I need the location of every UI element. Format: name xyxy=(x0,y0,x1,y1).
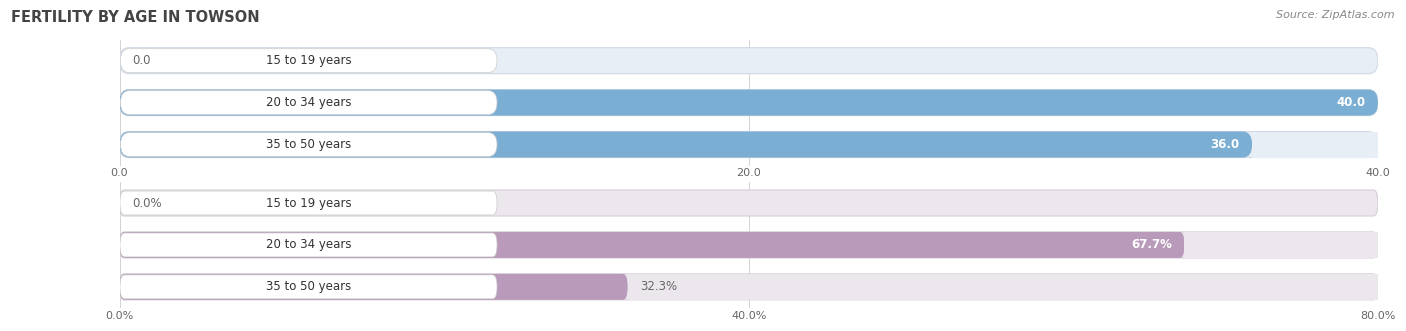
FancyBboxPatch shape xyxy=(120,233,498,257)
Text: 67.7%: 67.7% xyxy=(1130,238,1171,252)
Text: Source: ZipAtlas.com: Source: ZipAtlas.com xyxy=(1277,10,1395,20)
FancyBboxPatch shape xyxy=(121,49,498,72)
Text: 40.0: 40.0 xyxy=(1336,96,1365,109)
FancyBboxPatch shape xyxy=(120,190,1378,216)
Text: 20 to 34 years: 20 to 34 years xyxy=(266,238,352,252)
Text: 20 to 34 years: 20 to 34 years xyxy=(266,96,352,109)
FancyBboxPatch shape xyxy=(120,232,1378,258)
FancyBboxPatch shape xyxy=(120,90,1378,116)
FancyBboxPatch shape xyxy=(120,48,1378,74)
Text: 15 to 19 years: 15 to 19 years xyxy=(266,54,352,67)
FancyBboxPatch shape xyxy=(120,131,1378,158)
Text: 0.0%: 0.0% xyxy=(132,197,162,210)
Text: 35 to 50 years: 35 to 50 years xyxy=(266,280,352,293)
Text: 36.0: 36.0 xyxy=(1211,138,1240,151)
FancyBboxPatch shape xyxy=(120,191,498,215)
FancyBboxPatch shape xyxy=(121,133,498,157)
Bar xyxy=(1251,131,1378,158)
Text: 15 to 19 years: 15 to 19 years xyxy=(266,197,352,210)
FancyBboxPatch shape xyxy=(120,275,498,299)
Text: 35 to 50 years: 35 to 50 years xyxy=(266,138,352,151)
FancyBboxPatch shape xyxy=(120,131,1251,158)
FancyBboxPatch shape xyxy=(120,274,627,300)
FancyBboxPatch shape xyxy=(120,274,1378,300)
FancyBboxPatch shape xyxy=(121,91,498,115)
FancyBboxPatch shape xyxy=(120,232,1184,258)
Text: FERTILITY BY AGE IN TOWSON: FERTILITY BY AGE IN TOWSON xyxy=(11,10,260,25)
FancyBboxPatch shape xyxy=(120,90,1378,116)
Bar xyxy=(627,274,1378,300)
Text: 0.0: 0.0 xyxy=(132,54,150,67)
Text: 32.3%: 32.3% xyxy=(640,280,678,293)
Bar xyxy=(1184,232,1378,258)
